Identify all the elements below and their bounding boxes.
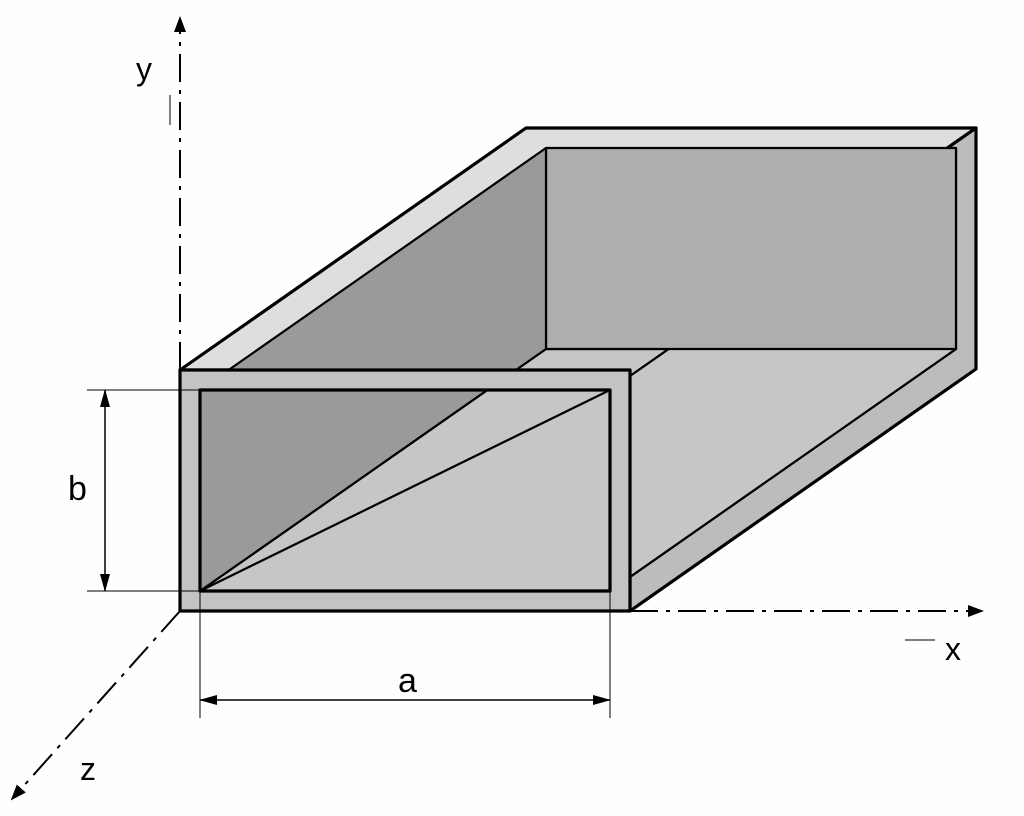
axis-label-x: x: [945, 631, 961, 667]
dim-label-b: b: [68, 470, 87, 508]
hollow-box-3d: [180, 128, 976, 611]
dim-label-a: a: [398, 662, 417, 700]
box-inner-back: [546, 148, 956, 349]
waveguide-diagram: x y z a b: [0, 0, 1024, 816]
axis-label-y: y: [136, 51, 152, 87]
axis-z: [20, 611, 180, 790]
axis-label-z: z: [80, 751, 96, 787]
